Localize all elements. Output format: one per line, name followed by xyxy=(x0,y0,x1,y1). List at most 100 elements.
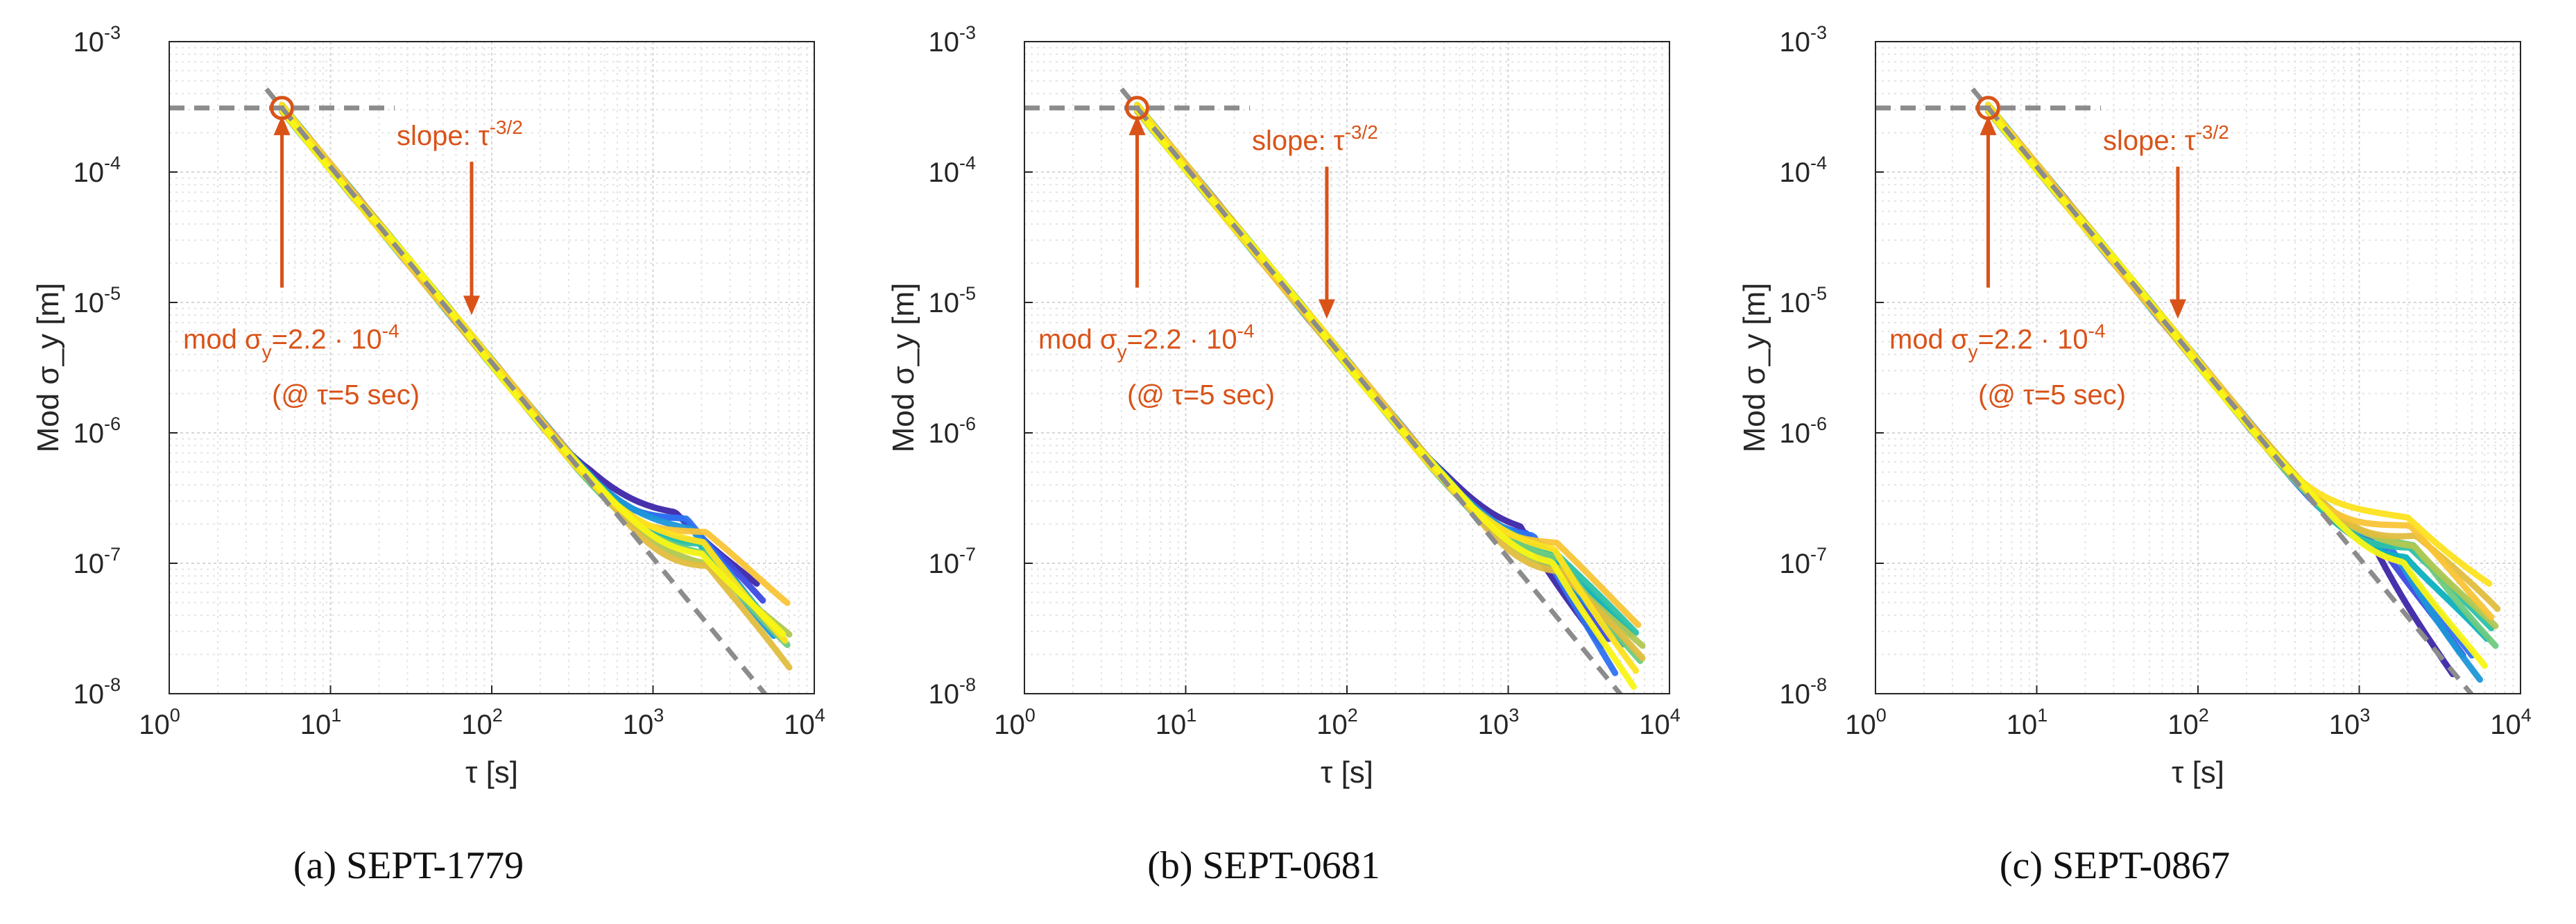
value-label-exponent: -4 xyxy=(1237,320,1255,342)
x-tick-exponent: 1 xyxy=(331,705,341,726)
reference-slope-line xyxy=(1119,87,1624,694)
value-label-note: (@ τ=5 sec) xyxy=(272,380,420,411)
x-tick-base: 10 xyxy=(784,710,815,740)
slope-label-exponent: -3/2 xyxy=(1345,121,1378,143)
slope-label: slope: τ-3/2 xyxy=(397,117,523,151)
x-tick-base: 10 xyxy=(1316,710,1348,740)
y-tick-label: 10-3 xyxy=(1779,22,1827,58)
value-arrow-head xyxy=(1980,115,1997,135)
y-tick-exponent: -4 xyxy=(104,153,121,173)
y-tick-exponent: -3 xyxy=(104,22,121,43)
slope-arrow xyxy=(2169,166,2186,319)
y-tick-exponent: -5 xyxy=(104,283,121,304)
x-tick-exponent: 4 xyxy=(2521,705,2532,726)
x-tick-exponent: 0 xyxy=(170,705,180,726)
panel-1: 100 101 102 103 10410-810-710-610-510-410-3τ… xyxy=(31,22,825,887)
y-tick-label: 10-3 xyxy=(928,22,976,58)
x-tick-base: 10 xyxy=(461,710,492,740)
x-tick-label: 101 xyxy=(300,705,342,740)
x-tick-label: 100 xyxy=(1845,705,1887,740)
y-tick-label: 10-4 xyxy=(928,153,976,188)
value-label-value: =2.2 · 10 xyxy=(272,325,382,355)
panel-caption: (b) SEPT-0681 xyxy=(1147,844,1380,887)
y-tick-base: 10 xyxy=(73,157,104,188)
y-tick-base: 10 xyxy=(73,418,104,449)
x-tick-base: 10 xyxy=(300,710,332,740)
y-axis-label: Mod σ_y [m] xyxy=(886,283,920,453)
y-tick-exponent: -6 xyxy=(959,413,976,434)
x-tick-exponent: 0 xyxy=(1025,705,1036,726)
value-arrow xyxy=(1980,115,1997,288)
y-tick-label: 10-6 xyxy=(928,413,976,449)
y-tick-label: 10-6 xyxy=(73,413,121,449)
y-tick-label: 10-7 xyxy=(1779,544,1827,579)
y-tick-exponent: -5 xyxy=(1810,283,1827,304)
y-tick-exponent: -6 xyxy=(1810,413,1827,434)
x-tick-label: 102 xyxy=(1316,705,1358,740)
value-arrow xyxy=(1128,115,1146,288)
data-layer xyxy=(1875,87,2501,694)
y-tick-label: 10-6 xyxy=(1779,413,1827,449)
x-tick-label: 102 xyxy=(2167,705,2209,740)
y-tick-label: 10-8 xyxy=(1779,674,1827,710)
value-label-prefix: mod σ xyxy=(183,325,262,355)
grid xyxy=(1875,42,2521,694)
slope-arrow xyxy=(1318,166,1335,319)
value-label-prefix: mod σ xyxy=(1889,325,1968,355)
y-tick-label: 10-5 xyxy=(1779,283,1827,318)
x-tick-exponent: 0 xyxy=(1876,705,1887,726)
value-arrow xyxy=(273,115,291,288)
value-arrow-head xyxy=(1128,115,1146,135)
panel-3: 100 101 102 103 10410-810-710-610-510-410-3τ… xyxy=(1737,22,2532,887)
slope-arrow xyxy=(463,162,480,316)
x-tick-label: 104 xyxy=(784,705,825,740)
value-label-value: =2.2 · 10 xyxy=(1127,325,1237,355)
y-tick-exponent: -4 xyxy=(1810,153,1827,173)
x-tick-base: 10 xyxy=(994,710,1025,740)
y-tick-exponent: -8 xyxy=(959,674,976,695)
y-tick-exponent: -7 xyxy=(1810,544,1827,565)
x-tick-label: 103 xyxy=(2329,705,2371,740)
y-tick-label: 10-5 xyxy=(73,283,121,318)
x-tick-label: 101 xyxy=(2007,705,2048,740)
y-tick-base: 10 xyxy=(73,27,104,58)
y-tick-label: 10-8 xyxy=(928,674,976,710)
x-tick-label: 102 xyxy=(461,705,503,740)
x-tick-exponent: 2 xyxy=(1348,705,1358,726)
y-tick-base: 10 xyxy=(928,157,959,188)
y-tick-exponent: -8 xyxy=(1810,674,1827,695)
x-tick-base: 10 xyxy=(139,710,170,740)
x-tick-label: 101 xyxy=(1156,705,1197,740)
y-tick-label: 10-4 xyxy=(1779,153,1827,188)
slope-arrow-head xyxy=(1318,299,1335,319)
slope-label: slope: τ-3/2 xyxy=(1252,121,1378,156)
value-label-note: (@ τ=5 sec) xyxy=(1978,380,2126,411)
y-tick-exponent: -6 xyxy=(104,413,121,434)
y-tick-label: 10-7 xyxy=(928,544,976,579)
y-tick-base: 10 xyxy=(73,549,104,579)
x-axis-label: τ [s] xyxy=(2172,755,2224,789)
x-tick-label: 100 xyxy=(139,705,180,740)
value-label-exponent: -4 xyxy=(2088,320,2106,342)
x-tick-base: 10 xyxy=(623,710,654,740)
y-tick-base: 10 xyxy=(928,27,959,58)
value-label-subscript: y xyxy=(1117,341,1127,363)
panel-caption: (c) SEPT-0867 xyxy=(2000,844,2230,887)
x-tick-exponent: 4 xyxy=(815,705,825,726)
value-label: mod σy=2.2 · 10-4 xyxy=(1889,320,2106,363)
y-tick-exponent: -5 xyxy=(959,283,976,304)
x-tick-base: 10 xyxy=(2329,710,2360,740)
y-tick-base: 10 xyxy=(1779,157,1810,188)
y-tick-base: 10 xyxy=(928,679,959,710)
x-tick-label: 103 xyxy=(1478,705,1520,740)
x-tick-exponent: 1 xyxy=(1186,705,1196,726)
panel-2: 100 101 102 103 10410-810-710-610-510-410-3τ… xyxy=(886,22,1681,887)
y-tick-base: 10 xyxy=(1779,418,1810,449)
y-tick-base: 10 xyxy=(1779,549,1810,579)
value-label-note: (@ τ=5 sec) xyxy=(1127,380,1275,411)
y-tick-exponent: -3 xyxy=(1810,22,1827,43)
x-tick-base: 10 xyxy=(2490,710,2521,740)
value-label-subscript: y xyxy=(262,341,272,363)
x-tick-base: 10 xyxy=(2007,710,2038,740)
y-tick-label: 10-3 xyxy=(73,22,121,58)
